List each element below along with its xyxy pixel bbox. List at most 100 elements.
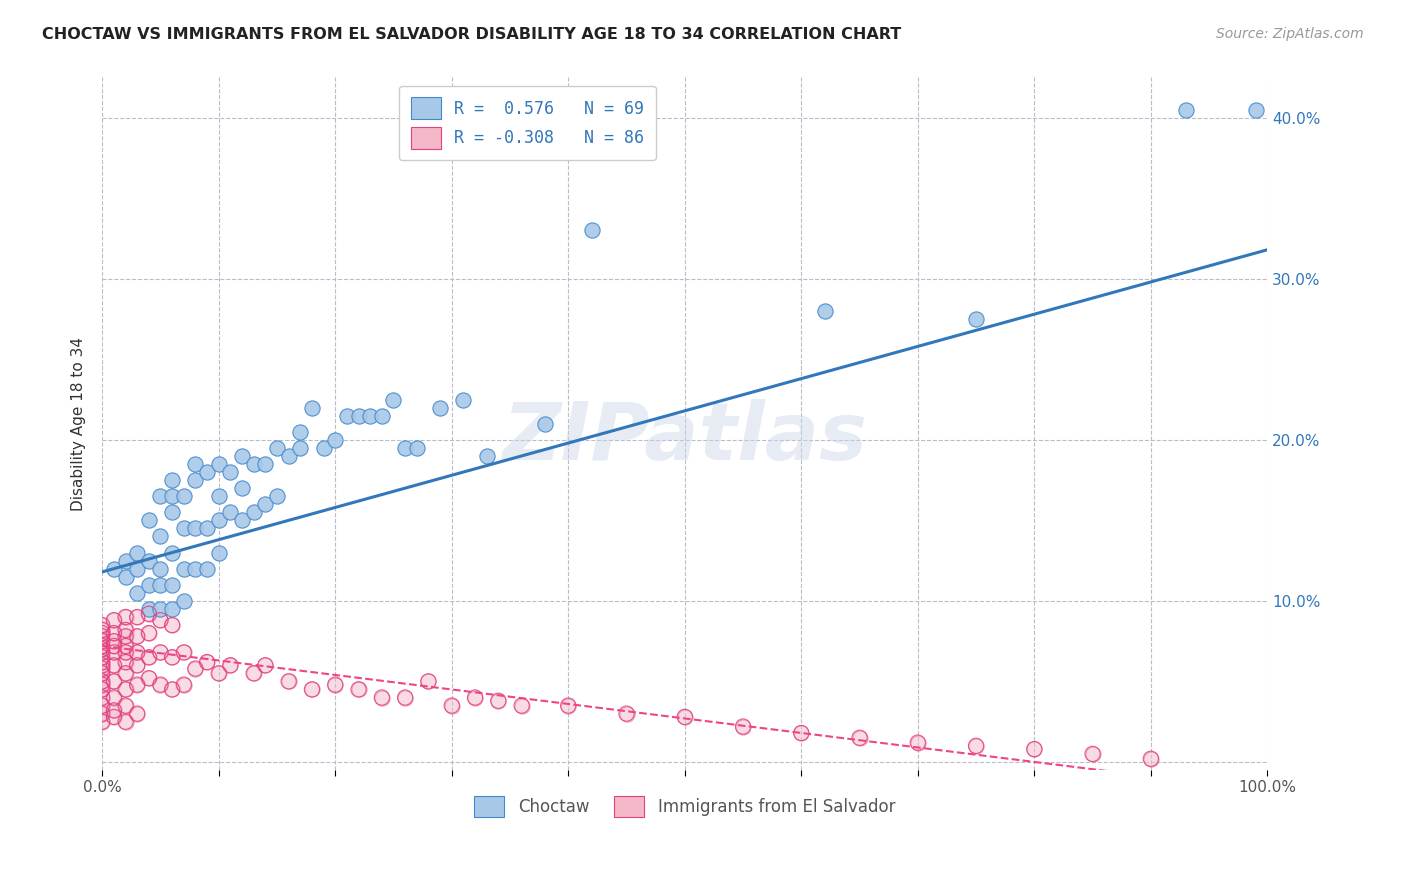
Point [965, 739, 987, 753]
Point [254, 658, 277, 673]
Point [731, 719, 754, 733]
Point [91, 682, 114, 697]
Point [394, 690, 416, 705]
Point [91, 678, 114, 692]
Point [184, 457, 207, 471]
Point [301, 682, 323, 697]
Point [277, 449, 299, 463]
Point [91, 639, 114, 653]
Point [418, 674, 440, 689]
Point [173, 678, 195, 692]
Point [114, 639, 136, 653]
Point [138, 650, 160, 665]
Point [103, 626, 125, 640]
Point [160, 618, 183, 632]
Point [91, 714, 114, 729]
Point [184, 562, 207, 576]
Point [91, 618, 114, 632]
Point [195, 521, 218, 535]
Point [91, 690, 114, 705]
Point [277, 674, 299, 689]
Point [91, 706, 114, 721]
Point [114, 570, 136, 584]
Point [114, 553, 136, 567]
Point [114, 655, 136, 669]
Point [149, 529, 172, 543]
Y-axis label: Disability Age 18 to 34: Disability Age 18 to 34 [72, 336, 86, 511]
Point [673, 710, 696, 724]
Point [138, 513, 160, 527]
Point [114, 645, 136, 659]
Point [103, 639, 125, 653]
Text: Source: ZipAtlas.com: Source: ZipAtlas.com [1216, 27, 1364, 41]
Point [371, 690, 394, 705]
Point [1140, 752, 1163, 766]
Point [510, 698, 533, 713]
Point [160, 473, 183, 487]
Point [138, 671, 160, 685]
Point [127, 629, 149, 643]
Point [486, 694, 509, 708]
Point [114, 623, 136, 637]
Point [1081, 747, 1104, 761]
Point [347, 682, 370, 697]
Point [91, 661, 114, 675]
Point [208, 545, 231, 559]
Point [103, 690, 125, 705]
Point [464, 690, 486, 705]
Point [453, 392, 475, 407]
Point [673, 710, 696, 724]
Point [138, 607, 160, 621]
Point [371, 690, 394, 705]
Point [231, 449, 253, 463]
Point [91, 650, 114, 665]
Point [184, 521, 207, 535]
Point [475, 449, 498, 463]
Point [149, 678, 172, 692]
Point [149, 562, 172, 576]
Point [127, 562, 149, 576]
Point [127, 658, 149, 673]
Point [173, 594, 195, 608]
Point [103, 710, 125, 724]
Point [290, 425, 312, 439]
Point [242, 666, 264, 681]
Point [160, 618, 183, 632]
Point [160, 578, 183, 592]
Point [138, 650, 160, 665]
Point [581, 223, 603, 237]
Point [114, 666, 136, 681]
Point [114, 610, 136, 624]
Point [160, 489, 183, 503]
Point [208, 666, 231, 681]
Point [114, 682, 136, 697]
Point [1244, 103, 1267, 117]
Point [91, 666, 114, 681]
Point [242, 457, 264, 471]
Point [103, 645, 125, 659]
Point [907, 736, 929, 750]
Point [91, 618, 114, 632]
Point [616, 706, 638, 721]
Point [103, 613, 125, 627]
Point [266, 489, 288, 503]
Point [103, 613, 125, 627]
Point [219, 658, 242, 673]
Point [371, 409, 394, 423]
Point [103, 634, 125, 648]
Point [195, 562, 218, 576]
Point [114, 714, 136, 729]
Point [160, 650, 183, 665]
Point [103, 562, 125, 576]
Point [1174, 103, 1197, 117]
Point [91, 645, 114, 659]
Point [127, 610, 149, 624]
Point [127, 706, 149, 721]
Point [114, 629, 136, 643]
Point [290, 441, 312, 455]
Point [242, 505, 264, 519]
Point [418, 674, 440, 689]
Point [91, 629, 114, 643]
Point [195, 465, 218, 479]
Point [965, 739, 987, 753]
